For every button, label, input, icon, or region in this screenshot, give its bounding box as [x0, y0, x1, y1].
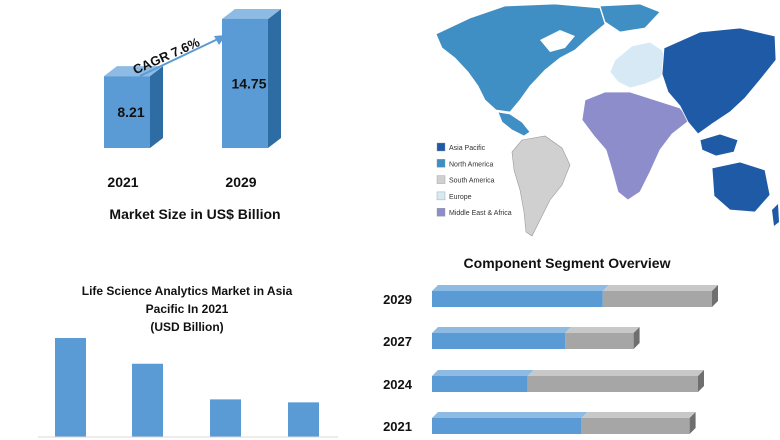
legend-swatch	[436, 191, 446, 201]
legend-swatch	[436, 207, 446, 217]
region-south-america	[511, 135, 571, 237]
cs-bar-top-gray	[565, 327, 640, 333]
market-size-title: Market Size in US$ Billion	[109, 206, 280, 222]
market-year-label: 2029	[225, 174, 256, 190]
cs-bar-top-blue	[432, 285, 609, 291]
central-america	[497, 111, 531, 137]
southeast-asia-islands	[699, 133, 739, 157]
region-europe	[609, 41, 669, 89]
legend-label: North America	[449, 161, 493, 168]
map-legend: Asia Pacific North America South America Eu…	[436, 142, 512, 217]
market-bar-side	[150, 66, 163, 148]
cs-bar-segment-blue	[432, 418, 582, 434]
market-bar-side	[268, 8, 281, 148]
asia-pacific-chart: Life Science Analytics Market in Asia Pa…	[38, 284, 338, 438]
hudson-bay	[540, 30, 575, 52]
ap-bar	[132, 363, 163, 437]
cs-year-label: 2027	[383, 334, 412, 349]
cs-year-label: 2021	[383, 419, 412, 434]
region-asia-pacific	[661, 27, 777, 135]
world-map: Asia Pacific North America South America Eu…	[435, 3, 779, 237]
market-bar	[104, 76, 150, 148]
cs-bar-end	[689, 412, 696, 434]
legend-label: South America	[449, 178, 495, 185]
cs-bar-segment-blue	[432, 291, 603, 307]
region-middle-east-africa	[581, 91, 691, 201]
cs-year-label: 2024	[383, 377, 413, 392]
cs-bar-segment-blue	[432, 376, 528, 392]
cs-bar-top-gray	[581, 412, 696, 418]
cagr-label: CAGR 7.6%	[130, 34, 202, 77]
legend-label: Europe	[449, 194, 472, 201]
cs-bar-segment-blue	[432, 333, 566, 349]
ap-title-line-2: Pacific In 2021	[146, 302, 229, 316]
cs-bar-segment-gray	[527, 376, 698, 392]
market-bar-value: 8.21	[117, 104, 144, 120]
cs-bar-top-blue	[432, 412, 588, 418]
market-year-label: 2021	[107, 174, 138, 190]
cs-bar-end	[633, 327, 640, 349]
component-segment-chart: Component Segment Overview 2029 2027 2024 2…	[383, 255, 718, 434]
cs-bar-end	[712, 285, 718, 307]
ap-bar	[288, 402, 319, 437]
cs-title: Component Segment Overview	[464, 255, 671, 271]
ap-title-line-1: Life Science Analytics Market in Asia	[82, 284, 293, 298]
cs-year-label: 2029	[383, 292, 412, 307]
legend-swatch	[436, 175, 446, 184]
cs-bar-top-blue	[432, 327, 572, 333]
cs-bar-segment-gray	[602, 291, 712, 307]
cs-bar-top-gray	[527, 370, 704, 376]
cs-bar-top-gray	[602, 285, 718, 291]
legend-swatch	[436, 159, 446, 168]
market-bar	[222, 18, 268, 148]
new-zealand	[772, 204, 779, 226]
cagr-arrow-head	[214, 35, 226, 45]
ap-bar	[210, 399, 241, 437]
cagr-arrow	[139, 37, 221, 77]
market-bar-top	[222, 8, 281, 19]
ap-bar	[55, 338, 86, 437]
legend-label: Asia Pacific	[449, 145, 486, 152]
legend-label: Middle East & Africa	[449, 210, 512, 217]
greenland	[599, 3, 661, 33]
australia	[711, 161, 771, 213]
cs-bar-end	[698, 370, 704, 392]
market-size-chart: 8.21 2021 14.75 2029 CAGR 7.6% Market Size …	[104, 8, 281, 222]
cs-bar-top-blue	[432, 370, 534, 376]
ap-title-line-3: (USD Billion)	[150, 320, 223, 334]
region-north-america	[435, 3, 606, 113]
cs-bar-segment-gray	[581, 418, 690, 434]
cs-bar-segment-gray	[565, 333, 634, 349]
market-bar-top	[104, 66, 163, 77]
legend-swatch	[436, 142, 446, 152]
market-bar-value: 14.75	[231, 75, 266, 91]
